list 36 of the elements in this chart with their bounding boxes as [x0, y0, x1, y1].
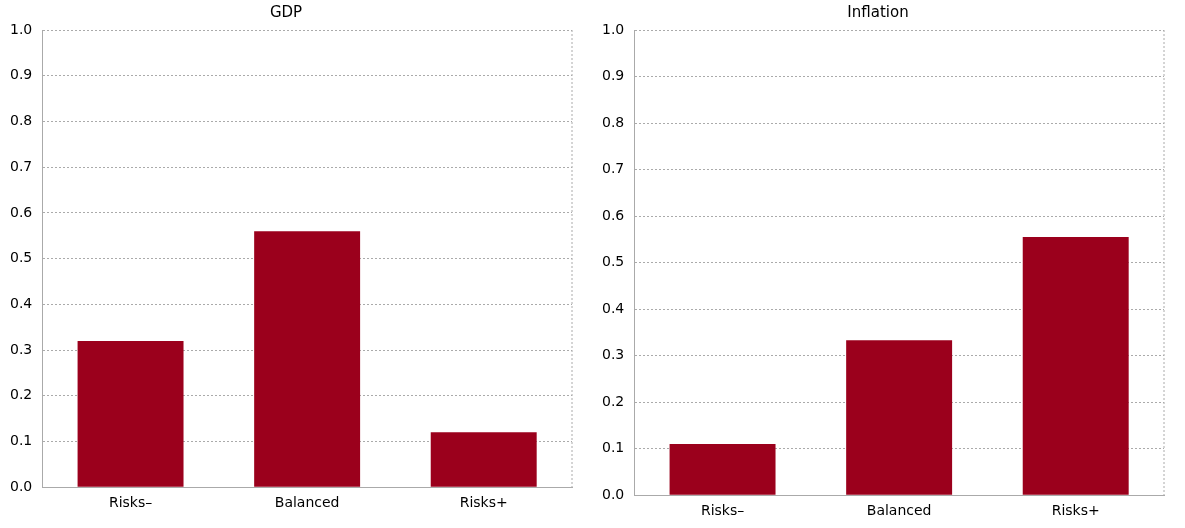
- bar: [1022, 237, 1129, 495]
- y-tick-label: 0.1: [602, 439, 625, 456]
- y-tick-label: 0.3: [602, 346, 625, 363]
- y-tick-label: 0.4: [602, 299, 625, 316]
- y-tick-label: 0.1: [10, 432, 33, 449]
- y-tick-label: 0.7: [10, 157, 33, 174]
- y-tick-label: 0.0: [602, 485, 625, 502]
- x-tick-label: Risks+: [1051, 502, 1100, 519]
- y-tick-label: 0.2: [10, 386, 33, 403]
- x-tick-label: Risks–: [700, 502, 745, 519]
- bar: [430, 432, 537, 487]
- y-tick-label: 0.8: [602, 113, 625, 130]
- bar: [77, 340, 184, 487]
- chart-title: GDP: [269, 2, 303, 21]
- y-tick-label: 0.9: [602, 67, 625, 84]
- y-tick-label: 0.4: [10, 294, 33, 311]
- x-tick-label: Balanced: [866, 502, 932, 519]
- y-tick-label: 0.2: [602, 392, 625, 409]
- y-tick-label: 0.5: [602, 253, 625, 270]
- y-tick-label: 0.8: [10, 112, 33, 129]
- y-tick-label: 0.7: [602, 160, 625, 177]
- x-tick-label: Risks–: [108, 494, 153, 511]
- chart-title: Inflation: [847, 2, 909, 21]
- y-tick-label: 0.0: [10, 477, 33, 494]
- y-tick-label: 0.6: [10, 203, 33, 220]
- bar: [846, 340, 953, 495]
- bar: [669, 444, 776, 495]
- y-tick-label: 0.9: [10, 66, 33, 83]
- x-tick-label: Risks+: [459, 494, 508, 511]
- y-tick-label: 0.5: [10, 249, 33, 266]
- bar: [254, 231, 361, 487]
- y-tick-label: 1.0: [10, 20, 33, 37]
- x-tick-label: Balanced: [274, 494, 340, 511]
- y-tick-label: 0.3: [10, 340, 33, 357]
- y-tick-label: 0.6: [602, 206, 625, 223]
- y-tick-label: 1.0: [602, 20, 625, 37]
